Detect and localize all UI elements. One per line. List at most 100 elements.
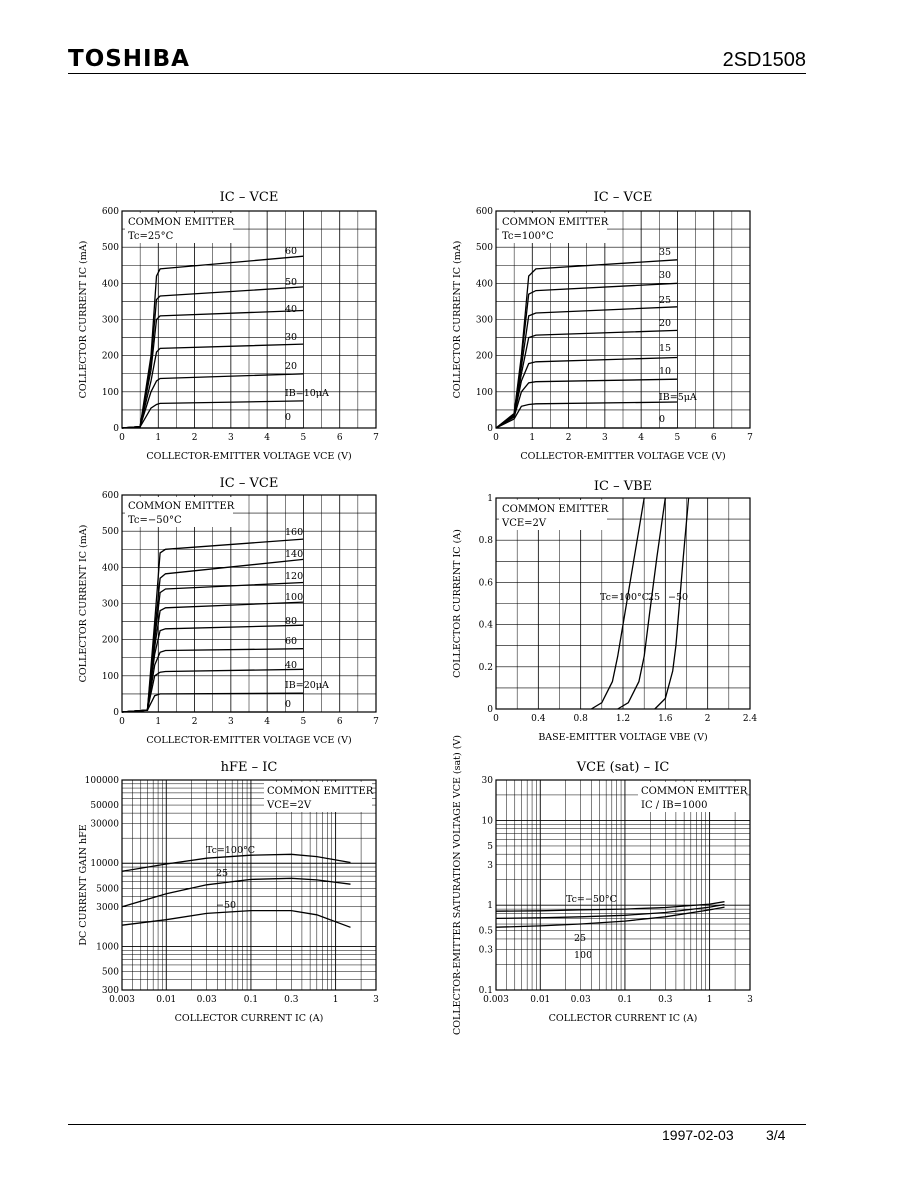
series-line: [121, 400, 304, 429]
y-tick-label: 100: [476, 388, 493, 398]
curve-label: 30: [659, 270, 671, 281]
curve-label: 25: [574, 933, 586, 944]
y-axis-label: COLLECTOR-EMITTER SATURATION VOLTAGE VCE…: [452, 735, 463, 1035]
y-tick-label: 0.1: [479, 986, 493, 996]
chart-title: IC – VBE: [594, 479, 652, 494]
curve-label: 140: [285, 549, 303, 560]
curve-label: Tc=100°C: [600, 592, 649, 603]
y-tick-label: 10: [482, 816, 494, 826]
y-tick-label: 5: [487, 842, 493, 852]
x-tick-label: 3: [373, 995, 379, 1005]
series-line: [617, 497, 666, 710]
curve-label: 20: [659, 318, 671, 329]
y-tick-label: 3: [487, 861, 493, 871]
plot-frame: [495, 779, 751, 991]
footer-date: 1997-02-03: [662, 1127, 734, 1143]
plot-frame: [121, 779, 377, 991]
curve-label: 40: [285, 304, 297, 315]
y-axis-label: COLLECTOR CURRENT IC (A): [452, 529, 463, 678]
x-tick-label: 5: [675, 433, 681, 443]
annotation-text: COMMON EMITTER: [128, 217, 235, 228]
y-tick-label: 500: [102, 243, 119, 253]
y-tick-label: 0: [487, 424, 493, 434]
x-tick-label: 0.1: [244, 995, 258, 1005]
y-tick-label: 0: [487, 705, 493, 715]
y-tick-label: 0.8: [479, 536, 494, 546]
y-tick-label: 0.5: [479, 927, 494, 937]
x-tick-label: 6: [337, 433, 343, 443]
series-line: [121, 877, 351, 908]
curve-label: 25: [216, 868, 228, 879]
curve-label: 100: [285, 592, 303, 603]
series-line: [495, 903, 725, 920]
y-tick-label: 30: [482, 776, 494, 786]
x-tick-label: 2: [705, 714, 711, 724]
curve-label: 15: [659, 343, 671, 354]
y-axis-label: COLLECTOR CURRENT IC (mA): [78, 241, 89, 399]
x-tick-label: 7: [373, 717, 379, 727]
annotation-bg: [499, 500, 607, 530]
x-tick-label: 4: [264, 717, 270, 727]
curve-label: 25: [648, 592, 660, 603]
y-tick-label: 3000: [96, 903, 119, 913]
annotation-text: COMMON EMITTER: [502, 217, 609, 228]
curve-label: 120: [285, 571, 303, 582]
curve-label: IB=20μA: [285, 680, 329, 691]
series-line: [121, 909, 351, 928]
y-tick-label: 200: [102, 352, 119, 362]
chart-ic-vce-m50: COMMON EMITTER Tc=−50°C IC – VCE 0 1 2 3 4 5 6 7 0 1…: [78, 476, 379, 746]
y-tick-label: 500: [102, 527, 119, 537]
series-line: [495, 401, 678, 429]
x-tick-label: 7: [747, 433, 753, 443]
part-number: 2SD1508: [722, 49, 806, 71]
y-tick-label: 300: [102, 986, 119, 996]
x-tick-label: 0.03: [571, 995, 591, 1005]
series-line: [495, 378, 678, 429]
x-axis-label: COLLECTOR CURRENT IC (A): [175, 1013, 324, 1024]
curve-label: 0: [285, 412, 291, 423]
x-tick-label: 1.2: [616, 714, 630, 724]
x-tick-label: 1: [333, 995, 339, 1005]
curve-label: 100: [574, 950, 592, 961]
curve-label: −50: [668, 592, 688, 603]
curve-label: −50: [216, 900, 236, 911]
x-tick-label: 0.01: [530, 995, 550, 1005]
series-line: [121, 692, 304, 713]
x-tick-label: 0.003: [109, 995, 135, 1005]
x-tick-label: 1: [155, 717, 161, 727]
y-tick-label: 1: [487, 494, 493, 504]
y-axis-label: DC CURRENT GAIN hFE: [78, 824, 89, 945]
annotation-text: COMMON EMITTER: [267, 786, 374, 797]
annotation-text: COMMON EMITTER: [128, 501, 235, 512]
y-tick-label: 5000: [96, 884, 119, 894]
chart-title: IC – VCE: [220, 476, 279, 491]
series-line: [495, 901, 725, 912]
annotation-bg: [125, 497, 233, 527]
x-tick-label: 0.1: [618, 995, 632, 1005]
curve-label: 25: [659, 295, 671, 306]
chart-title: hFE – IC: [221, 760, 278, 775]
y-tick-label: 30000: [90, 820, 119, 830]
y-tick-label: 100: [102, 388, 119, 398]
series-line: [495, 906, 725, 928]
annotation-text: IC / IB=1000: [641, 800, 707, 811]
chart-title: IC – VCE: [594, 190, 653, 205]
series-line: [121, 853, 351, 872]
x-tick-label: 2: [566, 433, 572, 443]
x-tick-label: 0.003: [483, 995, 509, 1005]
y-tick-label: 400: [102, 563, 119, 573]
series-line: [590, 497, 645, 710]
x-tick-label: 0: [119, 433, 125, 443]
y-tick-label: 500: [102, 968, 119, 978]
x-tick-label: 6: [337, 717, 343, 727]
x-axis-label: COLLECTOR-EMITTER VOLTAGE VCE (V): [520, 451, 725, 462]
x-tick-label: 4: [264, 433, 270, 443]
x-tick-label: 0: [119, 717, 125, 727]
y-tick-label: 10000: [90, 859, 119, 869]
curve-label: IB=10μA: [285, 388, 329, 399]
footer-page-number: 3/4: [766, 1127, 786, 1143]
curve-label: Tc=−50°C: [566, 894, 617, 905]
y-tick-label: 100000: [85, 776, 120, 786]
header-divider: [68, 73, 806, 74]
annotation-text: VCE=2V: [266, 800, 312, 811]
